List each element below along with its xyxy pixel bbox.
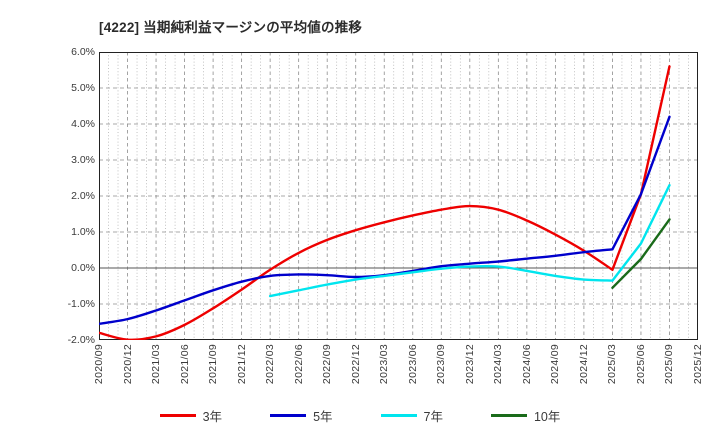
legend-color-swatch: [380, 414, 417, 417]
page-title: [4222] 当期純利益マージンの平均値の推移: [99, 20, 363, 35]
x-axis-tick-label: 2023/09: [435, 344, 448, 385]
legend-color-swatch: [159, 414, 196, 417]
series-line-3年: [99, 65, 671, 340]
x-axis-tick-label: 2023/06: [406, 344, 419, 385]
y-axis-tick-label: 3.0%: [71, 154, 95, 166]
legend-item-7年[interactable]: 7年: [380, 406, 443, 425]
x-axis-tick-label: 2022/12: [349, 344, 362, 385]
legend-item-label: 7年: [423, 410, 443, 424]
x-axis-tick-label: 2024/12: [577, 344, 590, 385]
y-axis-tick-label: 4.0%: [71, 118, 95, 130]
y-axis-tick-label: -1.0%: [67, 298, 95, 310]
y-axis-tick-label: 5.0%: [71, 82, 95, 94]
legend-item-5年[interactable]: 5年: [270, 406, 333, 425]
x-axis-tick-label: 2020/09: [93, 344, 105, 385]
x-axis-tick-label: 2020/12: [121, 344, 134, 385]
y-axis: 6.0% 5.0% 4.0% 3.0% 2.0% 1.0% 0.0% -1.0% -2.0%: [40, 46, 95, 346]
y-axis-tick-label: -2.0%: [67, 334, 95, 346]
x-axis-tick-label: 2021/06: [178, 344, 191, 385]
legend-item-label: 3年: [202, 410, 223, 424]
x-axis-tick-label: 2021/09: [207, 344, 220, 385]
x-axis-tick-label: 2025/12: [692, 344, 704, 385]
y-axis-tick-label: 1.0%: [71, 226, 95, 238]
x-axis-tick-label: 2022/06: [292, 344, 305, 385]
legend-item-10年[interactable]: 10年: [490, 406, 561, 425]
x-axis-tick-label: 2024/03: [492, 344, 505, 385]
legend-color-swatch: [270, 414, 307, 417]
x-axis-tick-label: 2025/03: [606, 344, 619, 385]
x-axis-tick-label: 2025/09: [663, 344, 676, 385]
x-axis-tick-label: 2025/06: [634, 344, 647, 385]
x-axis-tick-label: 2021/12: [235, 344, 248, 385]
plot-area: [99, 52, 698, 340]
x-axis-tick-label: 2024/06: [520, 344, 533, 385]
series-line-7年: [268, 184, 671, 298]
legend-color-swatch: [490, 414, 527, 417]
x-axis-tick-label: 2021/03: [150, 344, 163, 385]
legend-item-label: 10年: [533, 410, 561, 424]
series-line-5年: [99, 115, 671, 325]
legend-item-label: 5年: [313, 410, 333, 424]
x-axis-tick-label: 2023/03: [378, 344, 391, 385]
legend-item-3年[interactable]: 3年: [159, 406, 223, 425]
y-axis-tick-label: 0.0%: [71, 262, 95, 274]
x-axis-tick-label: 2023/12: [463, 344, 476, 385]
x-axis-tick-label: 2022/03: [264, 344, 277, 385]
x-axis-tick-label: 2024/09: [549, 344, 562, 385]
x-axis: 2020/09 2020/12 2021/03 2021/06 2021/09 2021/…: [93, 344, 704, 404]
line-chart-svg: [99, 52, 698, 340]
y-axis-tick-label: 6.0%: [71, 46, 95, 58]
series-line-10年: [611, 218, 671, 289]
y-axis-tick-label: 2.0%: [71, 190, 95, 202]
x-axis-tick-label: 2022/09: [321, 344, 334, 385]
chart-legend: 3年 5年 7年 10年: [0, 406, 720, 425]
